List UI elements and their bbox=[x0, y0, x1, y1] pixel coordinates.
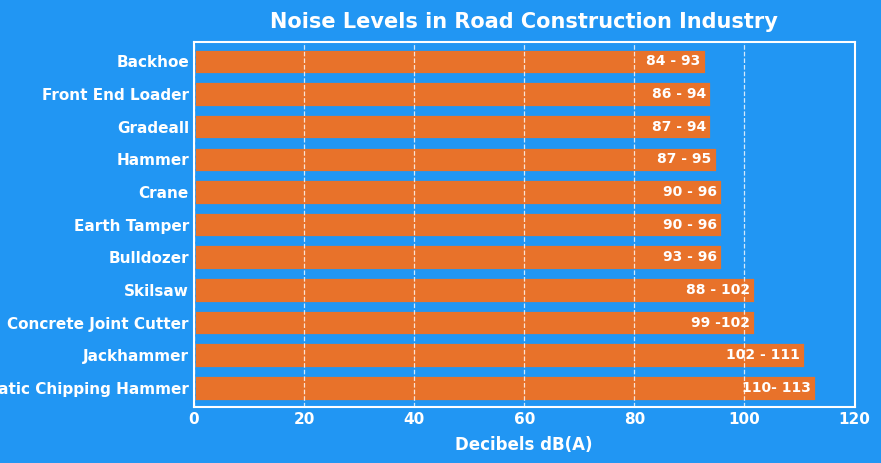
Bar bbox=[194, 212, 722, 238]
X-axis label: Decibels dB(A): Decibels dB(A) bbox=[455, 436, 593, 454]
Bar bbox=[194, 244, 722, 270]
Text: 87 - 94: 87 - 94 bbox=[652, 119, 706, 134]
Text: 90 - 96: 90 - 96 bbox=[663, 185, 717, 199]
Text: 110- 113: 110- 113 bbox=[742, 381, 811, 395]
Bar bbox=[194, 179, 722, 205]
Text: 99 -102: 99 -102 bbox=[691, 315, 750, 330]
Text: 90 - 96: 90 - 96 bbox=[663, 218, 717, 232]
Text: 86 - 94: 86 - 94 bbox=[652, 87, 706, 101]
Bar bbox=[194, 49, 706, 74]
Bar bbox=[194, 114, 712, 139]
Text: 88 - 102: 88 - 102 bbox=[685, 283, 750, 297]
Text: 102 - 111: 102 - 111 bbox=[726, 348, 799, 362]
Bar bbox=[194, 375, 816, 400]
Title: Noise Levels in Road Construction Industry: Noise Levels in Road Construction Indust… bbox=[270, 12, 778, 32]
Bar bbox=[194, 277, 755, 303]
Bar bbox=[194, 310, 755, 335]
Text: 87 - 95: 87 - 95 bbox=[657, 152, 712, 166]
Text: 93 - 96: 93 - 96 bbox=[663, 250, 717, 264]
Text: 84 - 93: 84 - 93 bbox=[646, 54, 700, 68]
Bar bbox=[194, 81, 712, 106]
Bar bbox=[194, 343, 805, 368]
Bar bbox=[194, 146, 717, 172]
